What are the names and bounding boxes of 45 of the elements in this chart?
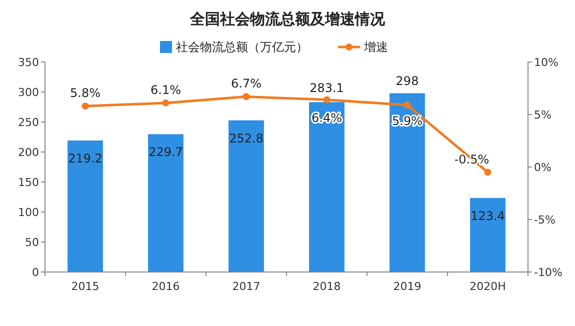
y-tick-label: 100 [18,206,39,219]
point [242,93,250,100]
data-label: 6.7% [231,76,262,91]
data-label: 298 [396,74,419,88]
bar [228,120,264,272]
point [484,168,492,176]
data-label: 283.1 [310,80,344,95]
y-tick-label: 150 [18,176,39,189]
bar [148,134,184,272]
data-label: 252.8 [229,131,264,146]
y-tick-label: 200 [18,146,39,159]
x-tick-label: 2020H [470,280,506,293]
point [162,99,170,106]
x-tick-label: 2019 [393,280,422,293]
data-label: 6.1% [150,82,181,97]
y2-tick-label: -10% [534,266,562,279]
y-tick-label: 300 [18,86,39,99]
bar [390,93,425,272]
y2-tick-label: 10% [534,56,558,69]
x-tick-label: 2015 [71,280,100,293]
bar [68,140,103,272]
y2-tick-label: -5% [534,214,556,226]
data-label: 123.4 [470,208,505,223]
data-label: 6.4% [312,111,342,126]
x-tick-label: 2017 [232,280,260,293]
point [323,96,330,104]
y2-tick-label: 0% [534,161,552,174]
x-tick-label: 2016 [152,280,180,293]
point [82,102,89,110]
bar [470,198,506,272]
data-label: 219.2 [68,151,102,166]
y-tick-label: 0 [32,266,39,279]
y2-tick-label: 5% [534,108,552,122]
data-label: 5.8% [70,86,100,100]
bar [309,102,344,272]
legend-label: 社会物流总额（万亿元） [176,40,308,54]
chart-title: 全国社会物流总额及增速情况 [189,10,386,28]
data-label: 5.9% [392,114,422,128]
data-label: 229.7 [148,145,183,160]
y-tick-label: 250 [18,116,39,129]
y-tick-label: 350 [18,56,39,69]
legend-label: 增速 [363,40,388,54]
y-tick-label: 50 [25,236,39,249]
point [404,102,411,109]
x-tick-label: 2018 [312,280,341,293]
